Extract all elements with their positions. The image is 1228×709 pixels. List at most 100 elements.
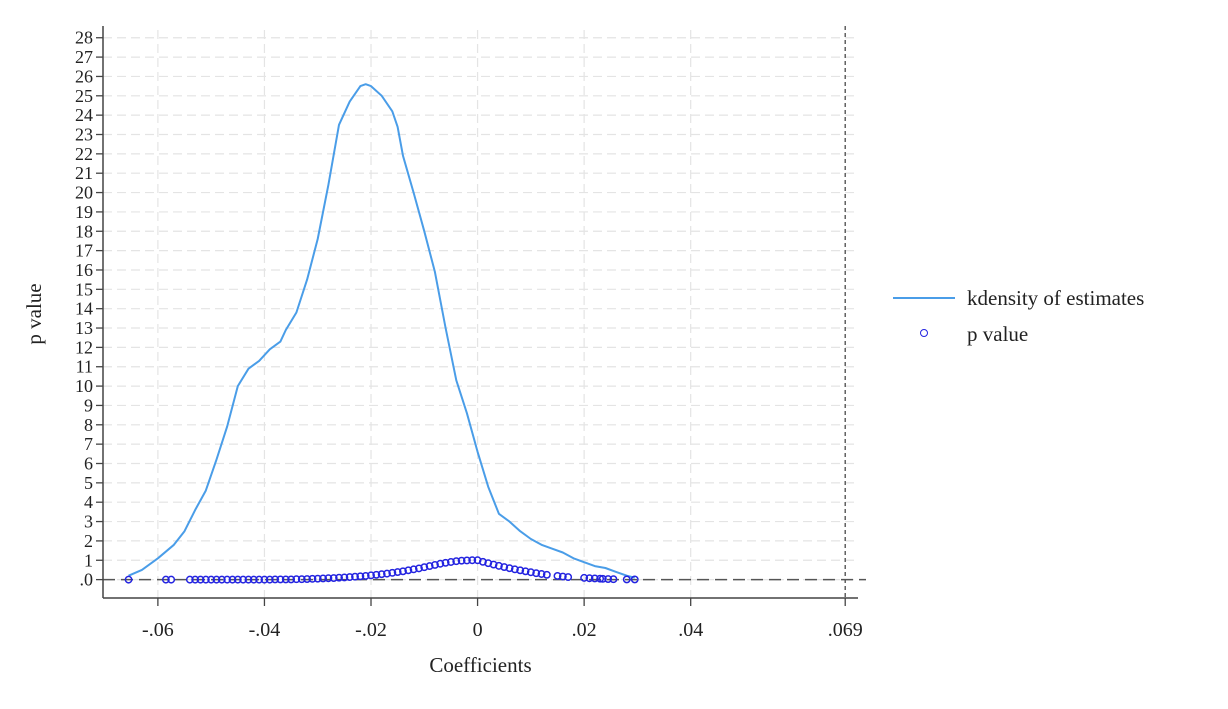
- p-value-point: [340, 573, 349, 582]
- legend-circle-icon: [893, 324, 955, 344]
- y-tick-label: 1: [84, 550, 93, 570]
- p-value-point: [457, 556, 466, 565]
- p-value-point: [516, 566, 525, 575]
- p-value-point: [217, 575, 226, 584]
- y-tick-label: 5: [84, 473, 93, 493]
- p-value-point: [185, 575, 194, 584]
- y-tick-label: 17: [75, 241, 93, 261]
- p-value-point: [604, 575, 613, 583]
- p-value-point: [521, 567, 530, 576]
- y-tick-label: 25: [75, 86, 93, 106]
- p-value-point: [409, 565, 418, 574]
- p-value-point: [207, 575, 216, 584]
- p-value-point: [478, 557, 487, 566]
- p-value-point: [558, 572, 567, 581]
- p-value-point: [489, 560, 498, 569]
- legend: kdensity of estimates p value: [893, 280, 1144, 352]
- y-tick-label: 18: [75, 221, 93, 241]
- p-value-point: [494, 561, 503, 570]
- p-value-point: [510, 565, 519, 574]
- y-tick-label: 15: [75, 279, 93, 299]
- p-value-point: [542, 570, 551, 579]
- p-value-point: [335, 573, 343, 582]
- x-tick-label: .04: [678, 619, 703, 641]
- p-value-point: [404, 566, 413, 575]
- y-tick-label: 4: [84, 492, 93, 512]
- kdensity-series-line: [128, 83, 636, 579]
- p-value-point: [553, 571, 562, 580]
- p-value-point: [239, 575, 248, 584]
- x-tick-label: 0: [473, 619, 483, 641]
- p-value-point: [255, 575, 264, 584]
- y-tick-label: 21: [75, 163, 93, 183]
- y-tick-label: 13: [75, 318, 93, 338]
- p-value-point: [630, 575, 639, 584]
- y-tick-label: 3: [84, 512, 93, 532]
- p-value-point: [281, 575, 290, 584]
- p-value-point: [622, 575, 631, 584]
- y-tick-label: 24: [75, 105, 93, 125]
- y-tick-label: 7: [84, 434, 93, 454]
- legend-label-kdensity: kdensity of estimates: [967, 285, 1145, 310]
- p-value-point: [596, 574, 605, 583]
- p-value-point: [452, 557, 461, 566]
- x-axis-title: Coefficients: [429, 653, 531, 677]
- y-axis-title: p value: [22, 283, 46, 344]
- p-value-point: [430, 560, 439, 569]
- p-value-point: [303, 575, 312, 583]
- p-value-point: [361, 571, 370, 580]
- p-value-point: [564, 573, 573, 582]
- p-value-point: [223, 575, 232, 584]
- p-value-point: [244, 575, 253, 584]
- p-value-point: [356, 572, 365, 581]
- p-value-point: [500, 563, 509, 571]
- p-value-point: [287, 575, 296, 584]
- p-value-point: [526, 568, 535, 577]
- y-tick-label: 12: [75, 337, 93, 357]
- y-tick-label: 19: [75, 202, 93, 222]
- p-value-point: [377, 570, 386, 579]
- x-tick-label: -.02: [355, 619, 387, 641]
- p-value-point: [468, 556, 477, 565]
- y-tick-label: 11: [76, 357, 93, 377]
- p-value-point: [329, 574, 338, 583]
- y-tick-label: 2: [84, 531, 93, 551]
- y-tick-label: 9: [84, 395, 93, 415]
- p-value-point: [124, 575, 133, 584]
- p-value-point: [462, 556, 471, 565]
- p-value-point: [580, 573, 589, 582]
- p-value-point: [383, 569, 391, 578]
- p-value-point: [367, 571, 375, 580]
- p-value-point: [196, 575, 205, 584]
- x-tick-label: .02: [572, 619, 597, 641]
- p-value-point: [167, 575, 176, 584]
- p-value-point: [585, 574, 594, 583]
- p-value-point: [292, 575, 301, 584]
- p-value-point: [201, 575, 210, 584]
- p-value-point: [191, 575, 200, 584]
- p-value-point: [276, 575, 285, 584]
- y-tick-label: 10: [75, 376, 93, 396]
- p-value-point: [313, 574, 322, 583]
- legend-label-pvalue: p value: [967, 321, 1029, 346]
- y-tick-label: 28: [75, 28, 93, 48]
- p-value-point: [324, 574, 333, 583]
- legend-item-kdensity: kdensity of estimates: [893, 280, 1144, 316]
- p-value-point: [393, 568, 402, 577]
- y-tick-label: .0: [80, 570, 94, 590]
- p-value-point: [319, 574, 328, 583]
- p-value-point: [233, 575, 242, 584]
- p-value-point: [228, 575, 237, 584]
- p-value-point: [484, 559, 493, 568]
- y-tick-label: 27: [75, 47, 93, 67]
- p-value-point: [249, 575, 258, 584]
- p-value-point: [436, 559, 445, 568]
- p-value-point: [598, 574, 607, 583]
- p-value-point: [388, 568, 397, 577]
- x-tick-label: .069: [828, 619, 863, 641]
- p-value-point: [265, 575, 274, 584]
- legend-line-icon: [893, 288, 955, 308]
- y-tick-label: 26: [75, 66, 93, 86]
